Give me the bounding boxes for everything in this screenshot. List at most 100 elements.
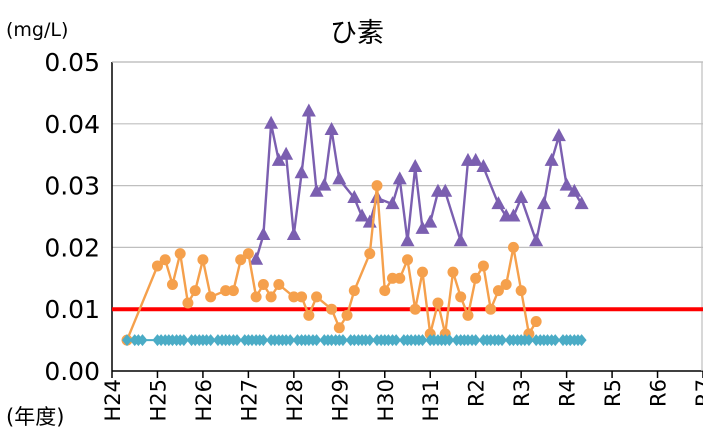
x-tick-label: H29: [328, 379, 352, 422]
data-point-circle: [341, 309, 353, 321]
data-point-diamond: [337, 334, 348, 347]
data-point-diamond: [232, 334, 243, 347]
x-tick-label: R3: [510, 379, 534, 407]
data-point-triangle: [468, 152, 483, 166]
data-point-triangle: [324, 121, 339, 135]
data-point-triangle: [301, 103, 316, 117]
data-point-circle: [227, 285, 239, 297]
data-point-triangle: [249, 251, 264, 265]
data-point-diamond: [576, 334, 587, 347]
data-point-diamond: [497, 334, 508, 347]
data-point-triangle: [438, 183, 453, 197]
data-point-triangle: [392, 171, 407, 185]
data-point-circle: [477, 260, 489, 272]
data-point-circle: [417, 266, 429, 278]
y-tick-label: 0.03: [44, 172, 100, 201]
data-point-circle: [205, 291, 217, 303]
data-point-triangle: [574, 196, 589, 210]
data-point-circle: [151, 260, 163, 272]
data-point-circle: [402, 254, 413, 266]
x-tick-label: H31: [419, 379, 443, 422]
data-point-circle: [273, 278, 285, 290]
x-tick-label: H26: [192, 379, 216, 422]
x-tick-label: H27: [237, 379, 261, 422]
y-axis-unit-label: (mg/L): [6, 19, 68, 41]
data-point-triangle: [529, 233, 544, 247]
data-point-diamond: [444, 334, 455, 347]
data-point-circle: [159, 254, 171, 266]
y-tick-label: 0.02: [44, 233, 100, 262]
x-tick-label: H28: [283, 379, 307, 422]
data-point-circle: [326, 303, 338, 315]
axes: [111, 61, 703, 378]
data-point-triangle: [415, 220, 430, 234]
data-point-circle: [311, 291, 323, 303]
data-point-circle: [182, 297, 194, 309]
data-point-circle: [455, 291, 467, 303]
data-point-circle: [242, 248, 254, 260]
x-tick-label: R2: [465, 379, 489, 407]
data-point-circle: [500, 278, 512, 290]
data-point-triangle: [279, 146, 294, 160]
data-point-circle: [447, 266, 459, 278]
data-point-circle: [348, 285, 360, 297]
data-point-circle: [189, 285, 201, 297]
data-point-triangle: [385, 196, 400, 210]
data-point-triangle: [286, 227, 301, 241]
data-point-triangle: [332, 171, 347, 185]
data-point-circle: [288, 291, 300, 303]
x-tick-label: R6: [647, 379, 671, 407]
data-point-triangle: [551, 128, 566, 142]
chart-title: ひ素: [330, 18, 384, 49]
data-point-triangle: [453, 233, 468, 247]
data-point-diamond: [417, 334, 428, 347]
data-point-circle: [394, 272, 406, 284]
data-point-circle: [507, 241, 519, 253]
data-point-triangle: [309, 183, 324, 197]
series: [112, 103, 703, 347]
data-point-triangle: [506, 208, 521, 222]
data-point-triangle: [408, 159, 423, 173]
data-point-circle: [470, 272, 482, 284]
data-point-diamond: [523, 334, 534, 347]
data-point-triangle: [559, 177, 574, 191]
data-point-diamond: [391, 334, 402, 347]
data-point-circle: [371, 180, 383, 192]
data-point-circle: [250, 291, 262, 303]
data-point-triangle: [347, 189, 362, 203]
data-point-circle: [166, 278, 178, 290]
data-point-diamond: [364, 334, 375, 347]
data-point-circle: [462, 309, 474, 321]
x-tick-label: R7: [692, 379, 703, 407]
data-point-circle: [235, 254, 247, 266]
x-tick-label: H25: [146, 379, 170, 422]
x-tick-label: R5: [601, 379, 625, 407]
data-point-circle: [265, 291, 277, 303]
data-point-circle: [303, 309, 315, 321]
data-point-circle: [296, 291, 308, 303]
y-tick-label: 0.04: [44, 110, 100, 139]
data-point-triangle: [355, 208, 370, 222]
y-tick-label: 0.05: [44, 48, 100, 77]
data-point-triangle: [317, 177, 332, 191]
data-point-triangle: [271, 152, 286, 166]
labels: (mg/L) ひ素 (年度) 0.00 0.01 0.02 0.03 0.04 0.05 H…: [6, 18, 703, 429]
data-point-circle: [333, 322, 345, 334]
data-point-diamond: [285, 334, 296, 347]
data-point-triangle: [567, 183, 582, 197]
y-tick-label: 0.00: [44, 357, 100, 386]
data-point-triangle: [491, 196, 506, 210]
data-point-triangle: [423, 214, 438, 228]
data-point-circle: [379, 285, 391, 297]
data-point-diamond: [122, 334, 133, 347]
data-point-triangle: [294, 165, 309, 179]
data-point-triangle: [264, 115, 279, 129]
y-tick-label: 0.01: [44, 295, 100, 324]
data-point-diamond: [137, 334, 148, 347]
data-point-diamond: [258, 334, 269, 347]
x-tick-label: R4: [556, 379, 580, 407]
data-point-diamond: [470, 334, 481, 347]
